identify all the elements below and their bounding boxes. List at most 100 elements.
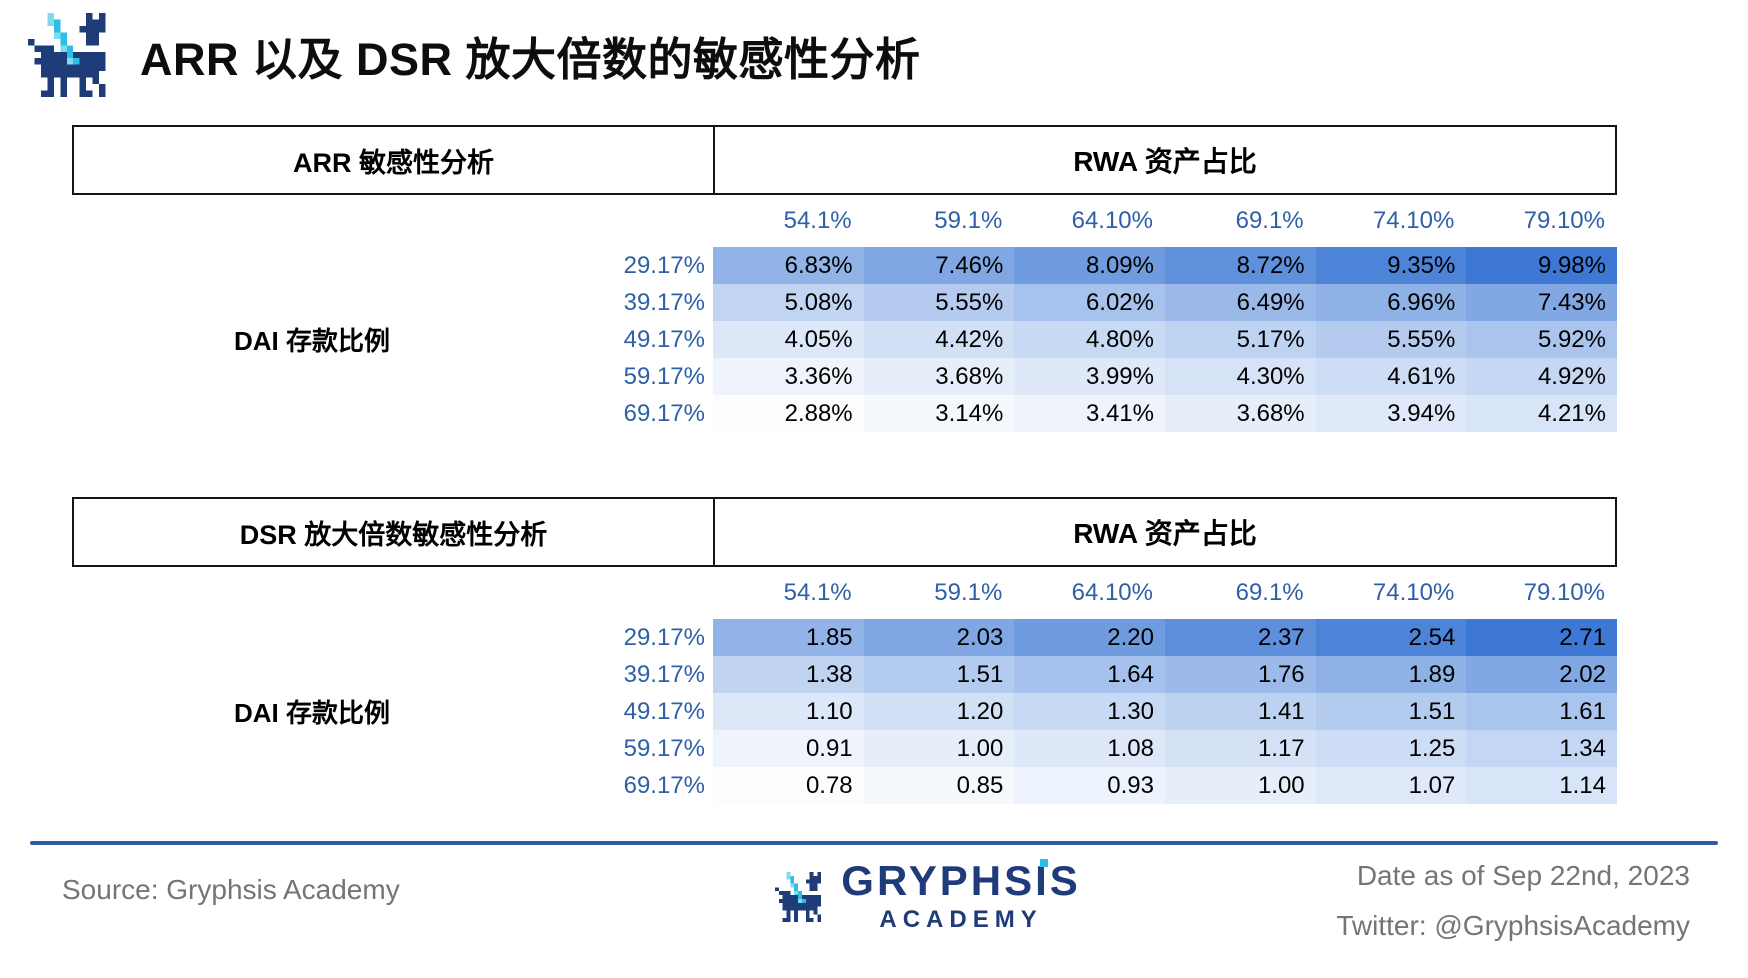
- heatmap-cell: 1.85: [713, 619, 864, 656]
- heatmap-cell: 5.92%: [1466, 321, 1617, 358]
- heatmap-cell: 1.00: [1165, 767, 1316, 804]
- heatmap-cell: 1.51: [1315, 693, 1467, 730]
- arr-table-header-box: ARR 敏感性分析 RWA 资产占比: [72, 125, 1617, 195]
- heatmap-cell: 4.30%: [1165, 358, 1316, 395]
- row-label: 49.17%: [623, 325, 705, 353]
- heatmap-cell: 5.08%: [713, 284, 864, 321]
- row-label: 29.17%: [623, 623, 705, 651]
- heatmap-cell: 7.46%: [863, 247, 1015, 284]
- gryphsis-dragon-logo-icon: [775, 869, 825, 925]
- arr-table-title: ARR 敏感性分析: [74, 127, 715, 193]
- heatmap-cell: 2.88%: [713, 395, 864, 432]
- heatmap-cell: 2.37: [1165, 619, 1316, 656]
- heatmap-cell: 9.35%: [1315, 247, 1467, 284]
- heatmap-cell: 1.25: [1315, 730, 1467, 767]
- heatmap-cell: 1.07: [1315, 767, 1467, 804]
- dsr-table-header-box: DSR 放大倍数敏感性分析 RWA 资产占比: [72, 497, 1617, 567]
- row-label: 39.17%: [623, 660, 705, 688]
- heatmap-cell: 3.36%: [713, 358, 864, 395]
- row-label: 59.17%: [623, 734, 705, 762]
- heatmap-cell: 1.00: [863, 730, 1015, 767]
- column-header: 54.1%: [783, 579, 852, 606]
- heatmap-cell: 1.89: [1315, 656, 1467, 693]
- gryphsis-dragon-logo-icon: [28, 8, 112, 102]
- column-header: 74.10%: [1372, 579, 1455, 606]
- dsr-table-title: DSR 放大倍数敏感性分析: [74, 499, 715, 565]
- heatmap-cell: 3.41%: [1014, 395, 1165, 432]
- slide-header: ARR 以及 DSR 放大倍数的敏感性分析: [28, 8, 921, 102]
- row-label: 39.17%: [623, 288, 705, 316]
- heatmap-cell: 3.94%: [1315, 395, 1467, 432]
- heatmap-cell: 5.17%: [1165, 321, 1316, 358]
- column-header: 79.10%: [1523, 579, 1605, 606]
- heatmap-cell: 1.14: [1466, 767, 1617, 804]
- dsr-sensitivity-table: DSR 放大倍数敏感性分析 RWA 资产占比 54.1% 59.1% 64.10% 6…: [72, 497, 1617, 804]
- heatmap-cell: 2.03: [863, 619, 1015, 656]
- source-text: Source: Gryphsis Academy: [62, 874, 400, 905]
- heatmap-cell: 1.08: [1014, 730, 1165, 767]
- heatmap-cell: 6.83%: [713, 247, 864, 284]
- row-label: 59.17%: [623, 362, 705, 390]
- column-header: 69.1%: [1235, 207, 1304, 234]
- column-header: 59.1%: [934, 579, 1003, 606]
- column-header: 54.1%: [783, 207, 852, 234]
- table-row: 29.17% 1.85 2.03 2.20 2.37 2.54 2.71: [72, 619, 1617, 656]
- table-row: 59.17% 0.91 1.00 1.08 1.17 1.25 1.34: [72, 730, 1617, 767]
- table-row: 49.17% 1.10 1.20 1.30 1.41 1.51 1.61: [72, 693, 1617, 730]
- heatmap-cell: 2.20: [1014, 619, 1165, 656]
- heatmap-cell: 1.61: [1466, 693, 1617, 730]
- row-label: 49.17%: [623, 697, 705, 725]
- heatmap-cell: 3.68%: [863, 358, 1015, 395]
- heatmap-cell: 1.30: [1014, 693, 1165, 730]
- heatmap-cell: 1.20: [863, 693, 1015, 730]
- heatmap-cell: 0.78: [713, 767, 864, 804]
- arr-row-axis-label: DAI 存款比例: [233, 326, 390, 356]
- heatmap-cell: 1.10: [713, 693, 864, 730]
- slide-footer: Source: Gryphsis Academy GRYPHSIS ACADEM…: [62, 857, 1690, 942]
- row-label: 69.17%: [623, 399, 705, 427]
- date-text: Date as of Sep 22nd, 2023: [1356, 860, 1690, 891]
- heatmap-cell: 2.54: [1315, 619, 1467, 656]
- gryphsis-brand-lockup: GRYPHSIS ACADEMY: [775, 857, 1081, 934]
- column-header: 69.1%: [1235, 579, 1304, 606]
- arr-heatmap-rows: 29.17% 6.83% 7.46% 8.09% 8.72% 9.35% 9.98% 39.1…: [72, 247, 1617, 432]
- column-header: 74.10%: [1372, 207, 1455, 234]
- table-row: 59.17% 3.36% 3.68% 3.99% 4.30% 4.61% 4.92%: [72, 358, 1617, 395]
- dsr-heatmap-rows: 29.17% 1.85 2.03 2.20 2.37 2.54 2.71 39.17% 1.38…: [72, 619, 1617, 804]
- heatmap-cell: 6.02%: [1014, 284, 1165, 321]
- heatmap-cell: 6.49%: [1165, 284, 1316, 321]
- table-row: 39.17% 5.08% 5.55% 6.02% 6.49% 6.96% 7.43%: [72, 284, 1617, 321]
- column-header: 59.1%: [934, 207, 1003, 234]
- arr-heatmap-grid: 54.1% 59.1% 64.10% 69.1% 74.10% 79.10% 29.17%…: [72, 195, 1617, 432]
- heatmap-cell: 2.02: [1466, 656, 1617, 693]
- dsr-heatmap-grid: 54.1% 59.1% 64.10% 69.1% 74.10% 79.10% 29.17%…: [72, 567, 1617, 804]
- footer-divider: [30, 841, 1718, 845]
- heatmap-cell: 0.93: [1014, 767, 1165, 804]
- dsr-rwa-group-header: RWA 资产占比: [1073, 518, 1257, 549]
- table-row: 69.17% 0.78 0.85 0.93 1.00 1.07 1.14: [72, 767, 1617, 804]
- brand-subtitle: ACADEMY: [879, 906, 1043, 933]
- heatmap-cell: 3.68%: [1165, 395, 1316, 432]
- heatmap-cell: 8.72%: [1165, 247, 1316, 284]
- heatmap-cell: 1.34: [1466, 730, 1617, 767]
- heatmap-cell: 4.92%: [1466, 358, 1617, 395]
- heatmap-cell: 5.55%: [1315, 321, 1467, 358]
- heatmap-cell: 1.41: [1165, 693, 1316, 730]
- heatmap-cell: 3.99%: [1014, 358, 1165, 395]
- heatmap-cell: 1.64: [1014, 656, 1165, 693]
- heatmap-cell: 4.80%: [1014, 321, 1165, 358]
- heatmap-cell: 8.09%: [1014, 247, 1165, 284]
- heatmap-cell: 2.71: [1466, 619, 1617, 656]
- dsr-row-axis-label: DAI 存款比例: [233, 698, 390, 728]
- table-row: 69.17% 2.88% 3.14% 3.41% 3.68% 3.94% 4.21%: [72, 395, 1617, 432]
- heatmap-cell: 6.96%: [1315, 284, 1467, 321]
- dsr-column-headers: 54.1% 59.1% 64.10% 69.1% 74.10% 79.10%: [72, 567, 1617, 619]
- arr-column-headers: 54.1% 59.1% 64.10% 69.1% 74.10% 79.10%: [72, 195, 1617, 247]
- row-label: 29.17%: [623, 251, 705, 279]
- footer-meta: Date as of Sep 22nd, 2023 Twitter: @Gryp…: [1336, 860, 1690, 942]
- brand-name: GRYPHSIS: [841, 857, 1081, 904]
- brand-text: GRYPHSIS ACADEMY: [841, 857, 1081, 934]
- heatmap-cell: 0.85: [863, 767, 1015, 804]
- table-row: 49.17% 4.05% 4.42% 4.80% 5.17% 5.55% 5.92%: [72, 321, 1617, 358]
